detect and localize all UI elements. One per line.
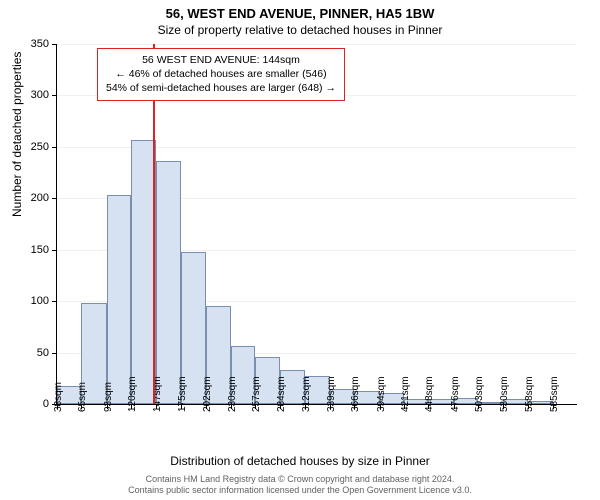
footer-attribution: Contains HM Land Registry data © Crown c…: [0, 474, 600, 496]
gridline: [57, 44, 577, 45]
chart-container: 56, WEST END AVENUE, PINNER, HA5 1BW Siz…: [0, 0, 600, 500]
y-tick-label: 300: [31, 89, 57, 101]
y-tick-label: 50: [37, 347, 57, 359]
x-tick-label: 421sqm: [400, 376, 411, 412]
x-tick-label: 503sqm: [474, 376, 485, 412]
x-tick-label: 257sqm: [251, 376, 262, 412]
x-tick-label: 558sqm: [524, 376, 535, 412]
x-tick-label: 448sqm: [424, 376, 435, 412]
plot-area: 05010015020025030035038sqm65sqm93sqm120s…: [56, 44, 577, 405]
x-tick-label: 476sqm: [450, 376, 461, 412]
histogram-bar: [156, 161, 181, 404]
x-tick-label: 120sqm: [127, 376, 138, 412]
annotation-line2: ← 46% of detached houses are smaller (54…: [106, 67, 336, 81]
x-tick-label: 339sqm: [326, 376, 337, 412]
y-tick-label: 100: [31, 295, 57, 307]
x-tick-label: 585sqm: [549, 376, 560, 412]
x-tick-label: 65sqm: [77, 382, 88, 412]
annotation-box: 56 WEST END AVENUE: 144sqm ← 46% of deta…: [97, 48, 345, 101]
x-tick-label: 312sqm: [301, 376, 312, 412]
x-tick-label: 284sqm: [276, 376, 287, 412]
y-tick-label: 350: [31, 38, 57, 50]
footer-line2: Contains public sector information licen…: [0, 485, 600, 496]
histogram-bar: [107, 195, 131, 404]
x-tick-label: 202sqm: [202, 376, 213, 412]
x-tick-label: 366sqm: [350, 376, 361, 412]
annotation-line3: 54% of semi-detached houses are larger (…: [106, 81, 336, 95]
x-axis-label: Distribution of detached houses by size …: [0, 454, 600, 468]
x-tick-label: 530sqm: [499, 376, 510, 412]
chart-subtitle: Size of property relative to detached ho…: [0, 21, 600, 41]
x-tick-label: 93sqm: [103, 382, 114, 412]
y-tick-label: 200: [31, 192, 57, 204]
x-tick-label: 394sqm: [376, 376, 387, 412]
annotation-line1: 56 WEST END AVENUE: 144sqm: [106, 53, 336, 67]
y-axis-label: Number of detached properties: [10, 52, 24, 217]
footer-line1: Contains HM Land Registry data © Crown c…: [0, 474, 600, 485]
y-tick-label: 250: [31, 141, 57, 153]
x-tick-label: 175sqm: [177, 376, 188, 412]
page-title: 56, WEST END AVENUE, PINNER, HA5 1BW: [0, 0, 600, 21]
x-tick-label: 38sqm: [53, 382, 64, 412]
x-tick-label: 230sqm: [227, 376, 238, 412]
y-tick-label: 150: [31, 244, 57, 256]
